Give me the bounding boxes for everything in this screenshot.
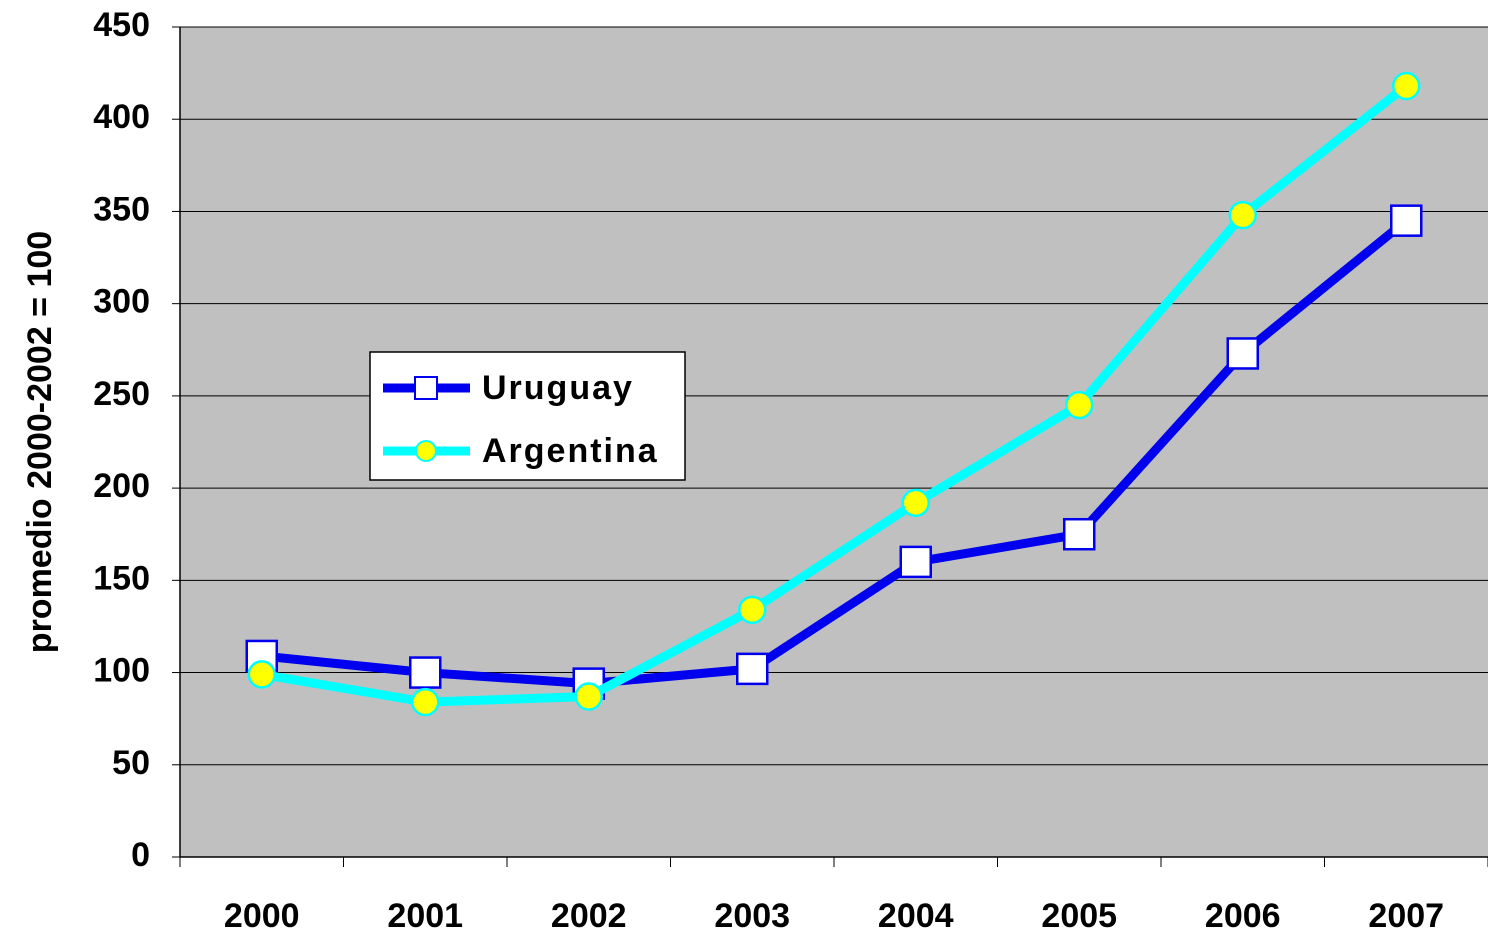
y-tick-label: 450 (93, 6, 150, 44)
marker (899, 545, 932, 579)
x-tick-label: 2007 (1368, 897, 1444, 934)
marker (736, 652, 769, 686)
marker (1063, 517, 1096, 551)
x-tick-label: 2000 (224, 897, 300, 934)
legend-marker (415, 440, 437, 462)
marker (1392, 71, 1421, 101)
y-axis-label: promedio 2000-2002 = 100 (21, 231, 59, 653)
marker (409, 656, 442, 689)
y-tick-label: 200 (93, 467, 150, 505)
marker (1390, 204, 1423, 237)
marker (1065, 390, 1094, 420)
y-tick-label: 400 (93, 98, 150, 136)
x-tick-label: 2006 (1205, 897, 1281, 934)
y-tick-label: 350 (93, 190, 150, 228)
y-tick-label: 50 (112, 744, 150, 782)
x-tick-label: 2002 (551, 897, 627, 934)
x-tick-label: 2001 (387, 897, 463, 934)
y-tick-label: 0 (131, 836, 150, 874)
marker (247, 660, 276, 689)
marker (574, 682, 603, 711)
legend-marker (414, 376, 438, 400)
y-tick-label: 100 (93, 652, 150, 690)
marker (411, 687, 440, 717)
x-tick-label: 2003 (714, 897, 790, 934)
legend-label: Argentina (482, 432, 659, 470)
series-line (261, 217, 1410, 689)
series-line (260, 82, 1410, 707)
marker (1226, 337, 1259, 370)
x-tick-label: 2005 (1041, 897, 1117, 934)
marker (738, 595, 767, 625)
y-tick-label: 300 (93, 283, 150, 321)
x-tick-label: 2004 (878, 897, 954, 934)
marker (1228, 200, 1257, 230)
legend-label: Uruguay (482, 369, 634, 407)
y-tick-label: 250 (93, 375, 150, 413)
y-tick-label: 150 (93, 559, 150, 597)
marker (901, 488, 930, 518)
